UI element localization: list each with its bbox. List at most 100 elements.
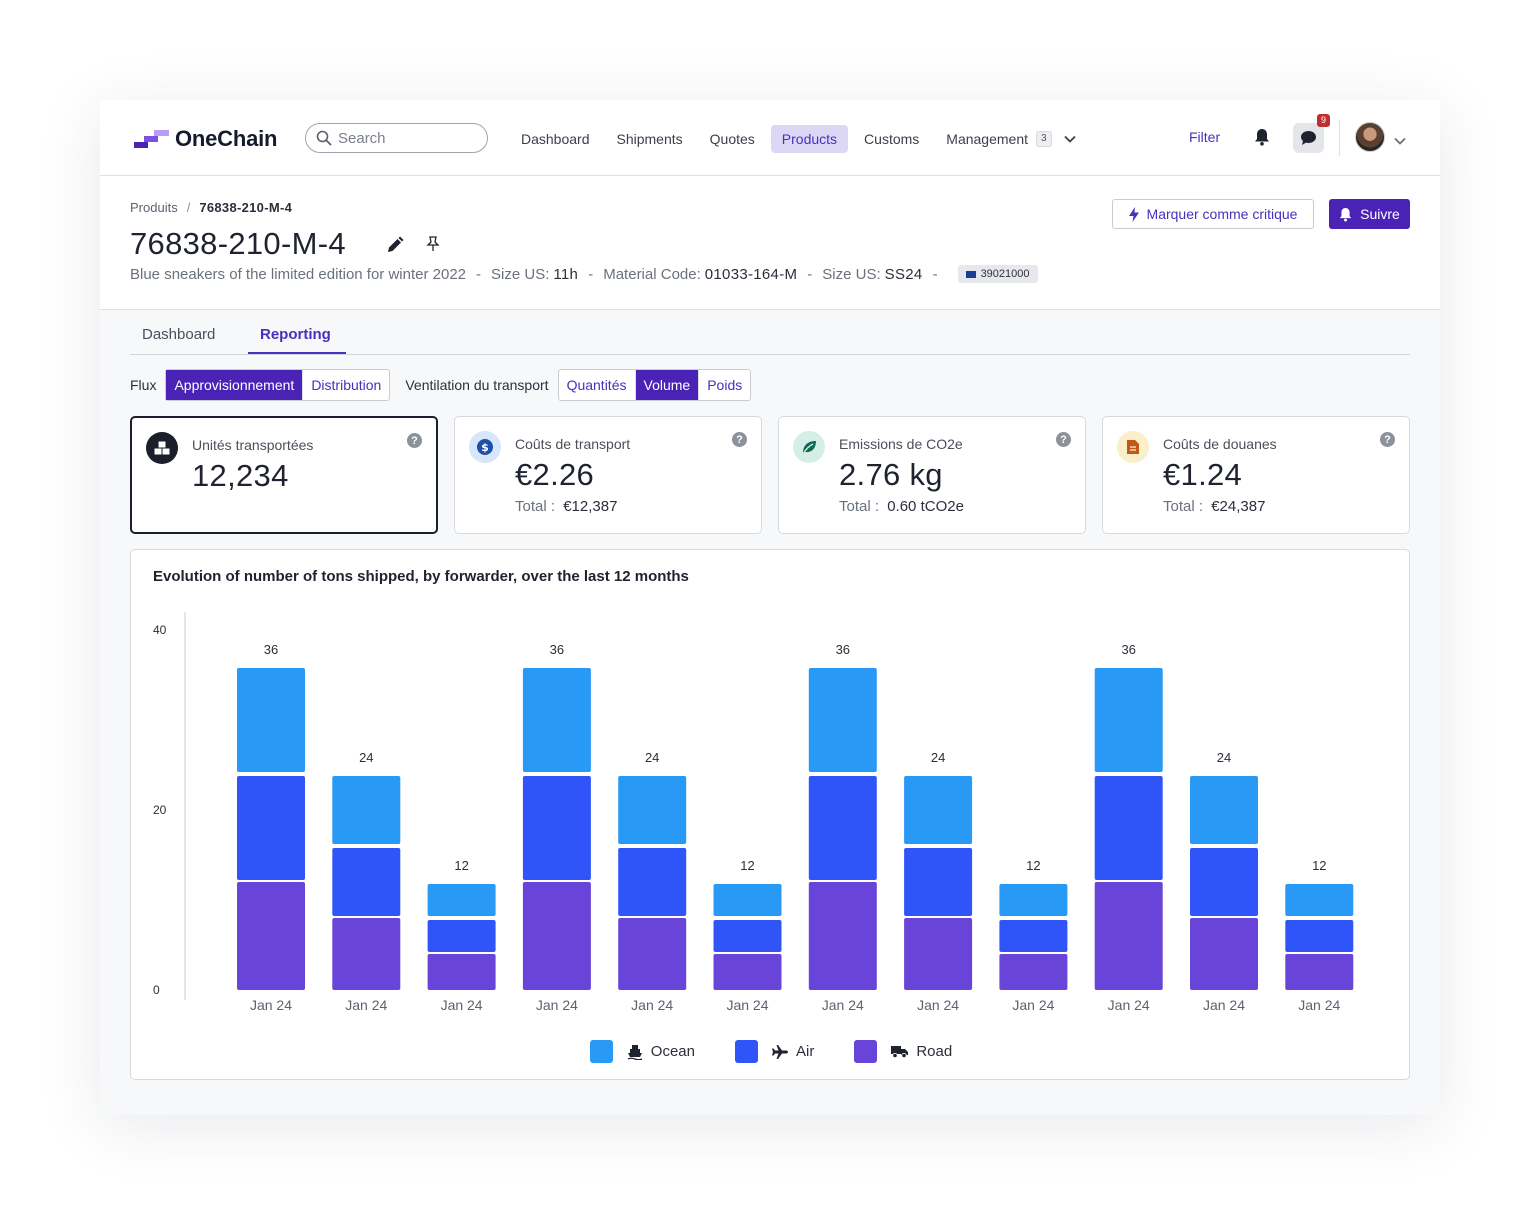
meta-label: Material Code:: [603, 265, 701, 283]
flux-label: Flux: [130, 377, 157, 393]
mark-critical-button[interactable]: Marquer comme critique: [1112, 199, 1314, 229]
chart-card: Evolution of number of tons shipped, by …: [130, 549, 1410, 1080]
bar-segment-air: [999, 920, 1068, 952]
bar-segment-road: [1190, 918, 1258, 990]
leaf-icon: [793, 431, 825, 463]
ventilation-label: Ventilation du transport: [405, 377, 549, 393]
kpi-card-transport-cost[interactable]: $ Coûts de transport €2.26 Total : €12,3…: [454, 416, 762, 534]
nav-products[interactable]: Products: [770, 125, 849, 153]
kpi-card-customs-cost[interactable]: Coûts de douanes €1.24 Total : €24,387 ?: [1102, 416, 1410, 534]
bar-total-label: 36: [264, 642, 278, 657]
mark-critical-label: Marquer comme critique: [1146, 206, 1298, 222]
help-icon[interactable]: ?: [1380, 432, 1395, 447]
x-tick-label: Jan 24: [345, 997, 387, 1013]
bar-total-label: 24: [931, 750, 945, 765]
nav-dashboard[interactable]: Dashboard: [521, 131, 590, 147]
meta-value: SS24: [884, 265, 923, 283]
breadcrumb-parent[interactable]: Produits: [130, 200, 178, 215]
ventilation-option-volume[interactable]: Volume: [635, 370, 700, 400]
bar-segment-road: [808, 882, 877, 990]
legend-swatch: [735, 1040, 758, 1063]
breadcrumb: Produits / 76838-210-M-4: [130, 200, 292, 215]
y-tick-label: 40: [153, 623, 167, 637]
tab-dashboard[interactable]: Dashboard: [142, 326, 216, 343]
nav-shipments[interactable]: Shipments: [616, 131, 683, 147]
flux-option-distribution[interactable]: Distribution: [311, 377, 382, 393]
follow-button[interactable]: Suivre: [1329, 199, 1410, 229]
chart-legend: Ocean Air: [131, 1040, 1411, 1063]
bar-segment-air: [1094, 776, 1163, 880]
messages-count-badge: 9: [1316, 114, 1330, 127]
bar-segment-air: [332, 848, 401, 916]
kpi-total-value: €24,387: [1211, 498, 1266, 515]
notifications-button[interactable]: [1254, 128, 1270, 151]
bar-segment-ocean: [713, 884, 782, 916]
kpi-value: €1.24: [1163, 457, 1243, 492]
hs-code-tag: 39021000: [957, 265, 1038, 283]
kpi-card-units[interactable]: Unités transportées 12,234 ?: [130, 416, 438, 534]
pin-icon[interactable]: [426, 236, 440, 257]
meta-value: 01033-164-M: [704, 265, 798, 283]
bar-segment-ocean: [522, 668, 591, 772]
nav-customs[interactable]: Customs: [864, 131, 920, 147]
kpi-label: Emissions de CO2e: [839, 436, 963, 452]
filter-button[interactable]: Filter: [1189, 129, 1221, 145]
bar-segment-ocean: [237, 668, 305, 772]
help-icon[interactable]: ?: [1056, 432, 1071, 447]
help-icon[interactable]: ?: [732, 432, 747, 447]
x-tick-label: Jan 24: [1108, 997, 1150, 1013]
avatar[interactable]: [1355, 122, 1385, 152]
nav-management[interactable]: Management 3: [935, 125, 1086, 153]
product-header: Produits / 76838-210-M-4 76838-210-M-4 B…: [100, 176, 1440, 310]
meta-separator: -: [932, 265, 938, 283]
brand-logo[interactable]: OneChain: [134, 126, 278, 152]
search-box[interactable]: [305, 123, 488, 153]
bar-segment-ocean: [904, 776, 973, 844]
help-icon[interactable]: ?: [407, 433, 422, 448]
bar-segment-road: [237, 882, 305, 990]
x-tick-label: Jan 24: [822, 997, 864, 1013]
search-input[interactable]: [338, 129, 478, 147]
x-tick-label: Jan 24: [631, 997, 673, 1013]
dollar-icon: $: [469, 431, 501, 463]
document-icon: [1117, 431, 1149, 463]
pencil-icon[interactable]: [386, 236, 404, 259]
meta-separator: -: [588, 265, 594, 283]
x-tick-label: Jan 24: [441, 997, 483, 1013]
kpi-total-label: Total :: [839, 498, 880, 515]
kpi-total-label: Total :: [1163, 498, 1204, 515]
flux-toggle: Approvisionnement Distribution: [165, 369, 391, 401]
bar-total-label: 12: [454, 858, 468, 873]
messages-button[interactable]: 9: [1293, 114, 1330, 153]
legend-item-ocean[interactable]: Ocean: [589, 1040, 695, 1063]
bar-segment-air: [808, 776, 877, 880]
ventilation-option-poids[interactable]: Poids: [707, 377, 743, 393]
kpi-total-value: €12,387: [563, 498, 618, 515]
chevron-down-icon[interactable]: [1394, 132, 1406, 150]
legend-label: Ocean: [650, 1043, 695, 1060]
flux-option-approvisionnement[interactable]: Approvisionnement: [166, 370, 304, 400]
legend-swatch: [589, 1040, 613, 1063]
ventilation-option-quantites[interactable]: Quantités: [559, 370, 636, 400]
x-tick-label: Jan 24: [917, 997, 959, 1013]
kpi-value: €2.26: [515, 457, 595, 492]
truck-icon: [891, 1045, 909, 1058]
active-tab-indicator: [248, 352, 346, 354]
legend-item-air[interactable]: Air: [735, 1040, 814, 1063]
top-bar: OneChain Dashboard Shipments Quotes Prod…: [100, 100, 1440, 176]
bar-segment-ocean: [1285, 884, 1354, 916]
page-title: 76838-210-M-4: [130, 226, 346, 261]
x-tick-label: Jan 24: [1298, 997, 1340, 1013]
eu-flag-icon: [965, 270, 976, 278]
bell-icon: [1255, 129, 1269, 146]
tab-reporting[interactable]: Reporting: [260, 326, 331, 343]
legend-swatch: [854, 1040, 878, 1063]
boxes-icon: [146, 432, 178, 464]
kpi-label: Coûts de douanes: [1163, 436, 1277, 452]
bar-segment-road: [522, 882, 591, 990]
bar-total-label: 36: [836, 642, 850, 657]
legend-item-road[interactable]: Road: [854, 1040, 952, 1063]
bar-segment-ocean: [808, 668, 877, 772]
nav-quotes[interactable]: Quotes: [709, 131, 755, 147]
kpi-card-co2-emissions[interactable]: Emissions de CO2e 2.76 kg Total : 0.60 t…: [778, 416, 1086, 534]
